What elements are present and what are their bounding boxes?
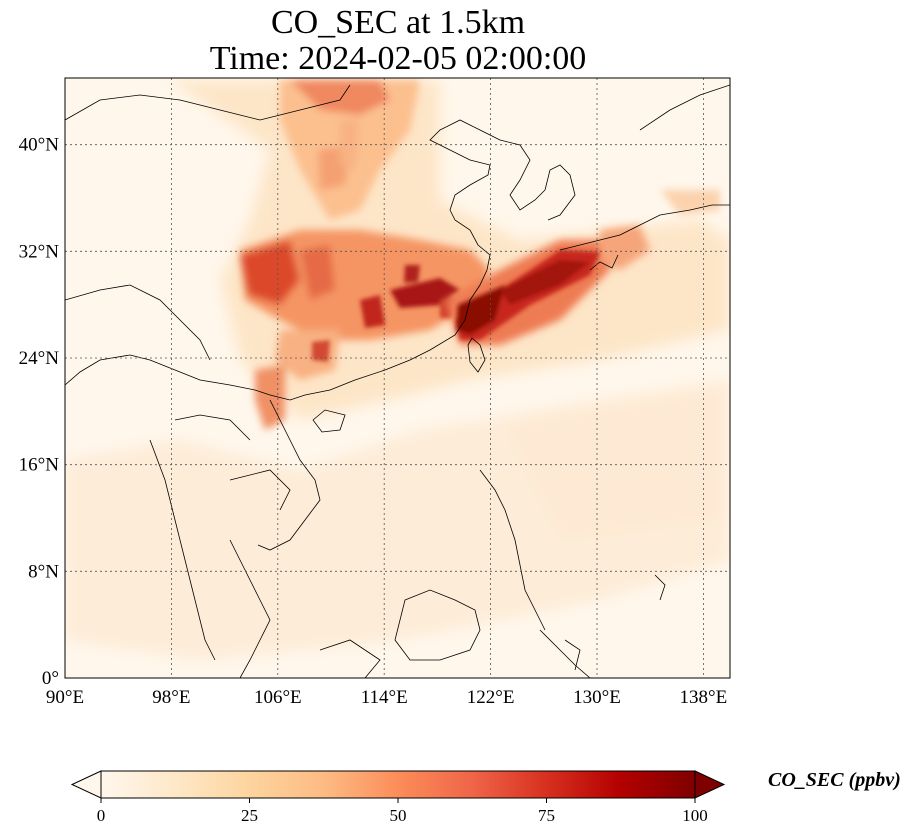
map-title-line1: CO_SEC at 1.5km <box>270 4 526 41</box>
colorbar-ticks: 0 25 50 75 100 <box>97 798 708 825</box>
colorbar-title: CO_SEC (ppbv) <box>768 769 901 791</box>
map-title-line2: Time: 2024-02-05 02:00:00 <box>209 40 587 77</box>
colorbar-tick-label: 75 <box>538 806 555 825</box>
lon-tick-label: 138°E <box>680 687 728 708</box>
lat-tick-label: 0° <box>42 668 59 689</box>
colorbar: 0 25 50 75 100 <box>70 770 726 825</box>
lat-tick-label: 16°N <box>19 455 60 476</box>
concentration-field <box>65 80 730 660</box>
map-gridlines <box>65 78 730 678</box>
lat-tick-label: 32°N <box>19 241 60 262</box>
lon-tick-label: 90°E <box>46 687 84 708</box>
colorbar-extend-max <box>694 770 726 799</box>
map-frame <box>64 77 731 679</box>
lon-tick-label: 98°E <box>152 687 190 708</box>
colorbar-tick-label: 25 <box>241 806 258 825</box>
lat-tick-label: 40°N <box>19 135 60 156</box>
lat-tick-label: 8°N <box>28 561 59 582</box>
longitude-tick-labels: 90°E 98°E 106°E 114°E 122°E 130°E 138°E <box>46 687 727 708</box>
lon-tick-label: 130°E <box>573 687 621 708</box>
colorbar-fill <box>101 771 695 798</box>
coastlines <box>65 84 730 678</box>
colorbar-tick-label: 50 <box>390 806 407 825</box>
map-area[interactable] <box>65 78 730 678</box>
lon-tick-label: 106°E <box>254 687 302 708</box>
latitude-tick-labels: 0° 8°N 16°N 24°N 32°N 40°N <box>19 135 60 689</box>
colorbar-tick-label: 100 <box>682 806 708 825</box>
colorbar-extend-min <box>70 770 102 799</box>
lon-tick-label: 114°E <box>361 687 408 708</box>
colorbar-tick-label: 0 <box>97 806 106 825</box>
lon-tick-label: 122°E <box>467 687 515 708</box>
lat-tick-label: 24°N <box>19 348 60 369</box>
